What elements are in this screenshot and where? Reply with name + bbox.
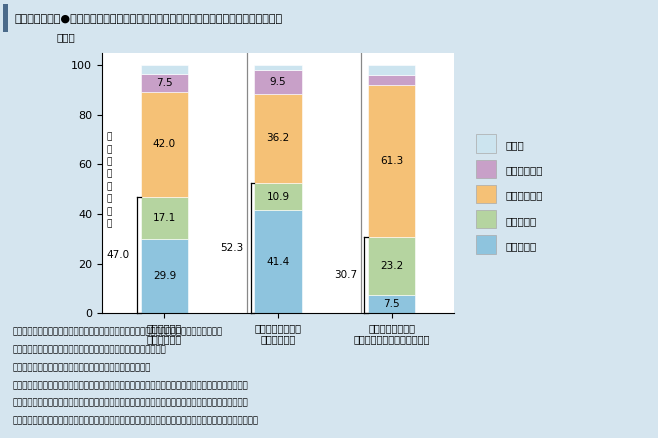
Bar <box>368 85 415 237</box>
Bar <box>254 210 302 313</box>
Text: 生: 生 <box>107 170 112 179</box>
Text: 9.5: 9.5 <box>270 77 286 87</box>
Bar <box>368 65 415 75</box>
Bar <box>254 94 302 184</box>
Text: 30.7: 30.7 <box>334 270 357 280</box>
Text: 就業継続型：出生前後を通じて一貫して有職の者: 就業継続型：出生前後を通じて一貫して有職の者 <box>13 363 151 372</box>
Text: 17.1: 17.1 <box>153 213 176 223</box>
Bar <box>368 237 415 295</box>
Bar <box>476 185 495 203</box>
Text: 47.0: 47.0 <box>107 250 130 260</box>
Text: 36.2: 36.2 <box>266 134 290 143</box>
Bar <box>254 65 302 70</box>
Text: （％）: （％） <box>56 32 75 42</box>
Bar <box>254 184 302 210</box>
Text: 7.5: 7.5 <box>383 299 400 309</box>
Text: 有: 有 <box>107 132 112 141</box>
Text: 出産後離職型：出生前，出産時には有職であったが，出生後のいずれかの時点で無職となった者: 出産後離職型：出生前，出産時には有職であったが，出生後のいずれかの時点で無職とな… <box>13 417 259 426</box>
Text: （備考）１．厚生労働省「出生前後の就業変化に関する統計」（平成１５年度）より作成。: （備考）１．厚生労働省「出生前後の就業変化に関する統計」（平成１５年度）より作成… <box>13 327 223 336</box>
Text: その他: その他 <box>506 140 524 150</box>
Bar <box>141 74 188 92</box>
Text: 出産後離職型: 出産後離職型 <box>506 165 544 175</box>
Text: 52.3: 52.3 <box>220 243 243 253</box>
Text: 一時離職型: 一時離職型 <box>506 216 537 226</box>
Text: 29.9: 29.9 <box>153 271 176 281</box>
Text: １: １ <box>107 182 112 191</box>
Bar <box>141 92 188 197</box>
Bar <box>476 134 495 153</box>
Text: 10.9: 10.9 <box>266 192 290 202</box>
Text: 半: 半 <box>107 207 112 216</box>
Bar <box>476 159 495 178</box>
Bar <box>254 70 302 94</box>
Bar <box>476 210 495 229</box>
Text: 7.5: 7.5 <box>156 78 173 88</box>
Text: ２．母の就業変化パターンの分類の定義は以下のとおり。: ２．母の就業変化パターンの分類の定義は以下のとおり。 <box>13 345 167 354</box>
Text: 後: 後 <box>107 219 112 228</box>
Text: 23.2: 23.2 <box>380 261 403 271</box>
Text: 61.3: 61.3 <box>380 156 403 166</box>
Bar <box>141 239 188 313</box>
Text: 職: 職 <box>107 145 112 154</box>
Bar <box>141 65 188 74</box>
Text: 41.4: 41.4 <box>266 257 290 267</box>
Text: 出産前離職型: 出産前離職型 <box>506 191 544 201</box>
Text: 年: 年 <box>107 194 112 204</box>
Bar <box>141 197 188 239</box>
Bar <box>476 235 495 254</box>
Text: 出: 出 <box>107 157 112 166</box>
Text: 就業継続型: 就業継続型 <box>506 241 537 251</box>
Text: 42.0: 42.0 <box>153 139 176 149</box>
Bar <box>368 75 415 85</box>
Bar <box>368 295 415 313</box>
Text: 出産前離職型：出生前に有職であったが，出生時には無職となり，出生後も無職のままの者: 出産前離職型：出生前に有職であったが，出生時には無職となり，出生後も無職のままの… <box>13 399 249 408</box>
Text: 一時離職型：出生前に有職であったが，出生を機に一時的に離職し，１年半後には有職の者: 一時離職型：出生前に有職であったが，出生を機に一時的に離職し，１年半後には有職の… <box>13 381 249 390</box>
Text: 第１－３－１図●子の出生１年前に有職だった母の，出生１年半の間の就業変化パターン: 第１－３－１図●子の出生１年前に有職だった母の，出生１年半の間の就業変化パターン <box>14 14 282 24</box>
Bar <box>3 4 8 32</box>
